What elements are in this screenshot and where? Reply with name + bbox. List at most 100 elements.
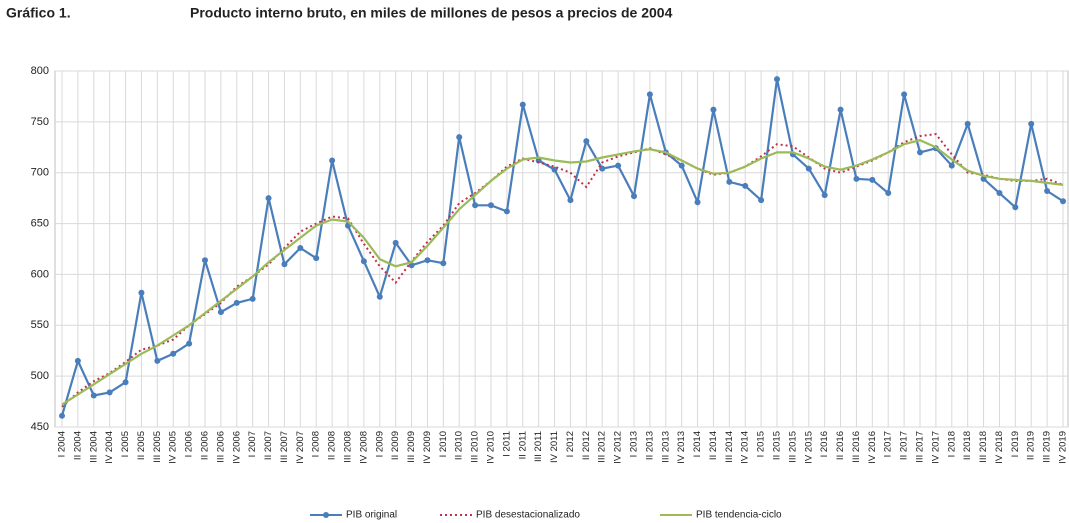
data-point [313, 255, 320, 262]
x-tick-label: IV 2011 [549, 431, 560, 463]
x-tick-label: III 2008 [343, 431, 354, 463]
y-tick-label: 700 [31, 167, 49, 179]
data-point [488, 202, 494, 209]
chart-title: Producto interno bruto, en miles de mill… [190, 5, 673, 21]
data-point [360, 258, 367, 265]
data-point [853, 175, 860, 182]
x-tick-label: I 2008 [311, 431, 322, 457]
x-tick-label: IV 2016 [867, 431, 878, 464]
data-point [837, 106, 844, 113]
data-point [615, 162, 622, 169]
x-tick-label: II 2013 [644, 431, 655, 460]
x-tick-label: II 2005 [136, 431, 147, 460]
data-point [59, 412, 65, 419]
data-point [170, 350, 177, 357]
x-tick-label: III 2018 [978, 431, 989, 463]
x-tick-label: I 2019 [1010, 431, 1021, 457]
x-tick-label: I 2007 [247, 431, 258, 457]
data-point [122, 379, 129, 386]
x-tick-label: III 2004 [88, 431, 99, 463]
series-line [61, 133, 1064, 408]
x-tick-label: III 2005 [152, 431, 163, 463]
data-point [583, 138, 590, 145]
data-point [408, 262, 415, 269]
x-tick-label: II 2009 [390, 431, 401, 460]
x-tick-label: II 2018 [962, 431, 973, 460]
x-tick-label: III 2016 [851, 431, 862, 463]
x-tick-label: IV 2013 [676, 431, 687, 464]
data-point [265, 195, 272, 202]
y-tick-label: 800 [31, 65, 49, 77]
data-point [138, 289, 145, 296]
x-tick-label: IV 2006 [231, 431, 242, 464]
data-point [869, 176, 876, 183]
data-point [1012, 204, 1019, 211]
x-tick-label: II 2006 [200, 431, 211, 460]
data-point [1060, 198, 1066, 205]
data-point [90, 392, 97, 399]
x-tick-label: III 2019 [1042, 431, 1053, 463]
x-tick-label: IV 2019 [1058, 431, 1069, 464]
data-point [805, 165, 812, 172]
data-point [74, 357, 81, 364]
x-tick-label: I 2014 [692, 431, 703, 457]
x-tick-label: III 2014 [724, 431, 735, 463]
x-tick-label: IV 2005 [168, 431, 179, 464]
x-tick-label: II 2010 [454, 431, 465, 460]
x-tick-label: II 2014 [708, 431, 719, 460]
x-tick-label: II 2008 [327, 431, 338, 460]
plot-area [54, 70, 1069, 428]
x-tick-label: IV 2010 [486, 431, 497, 464]
data-point [456, 134, 463, 141]
data-point [726, 178, 733, 185]
x-tick-label: II 2019 [1026, 431, 1037, 460]
legend-label: PIB original [346, 510, 397, 521]
data-point [440, 260, 447, 267]
y-tick-label: 550 [31, 319, 49, 331]
x-tick-label: II 2007 [263, 431, 274, 460]
x-tick-label: III 2011 [533, 431, 544, 462]
data-point [631, 193, 637, 200]
x-tick-label: IV 2017 [930, 431, 941, 464]
x-tick-label: III 2013 [660, 431, 671, 463]
x-tick-label: III 2012 [597, 431, 608, 463]
data-point [901, 91, 908, 98]
x-tick-label: I 2006 [184, 431, 195, 457]
x-tick-label: I 2004 [57, 431, 68, 457]
x-tick-label: III 2009 [406, 431, 417, 463]
y-tick-label: 500 [31, 370, 49, 382]
data-point [424, 257, 431, 264]
data-point [694, 199, 701, 206]
data-point [281, 261, 288, 268]
x-tick-label: I 2017 [883, 431, 894, 457]
data-point [710, 106, 717, 113]
x-tick-label: III 2015 [787, 431, 798, 463]
data-point [948, 162, 955, 169]
x-tick-label: III 2010 [470, 431, 481, 463]
x-tick-label: IV 2018 [994, 431, 1005, 464]
x-tick-label: II 2017 [899, 431, 910, 460]
y-tick-label: 450 [31, 421, 49, 433]
x-tick-label: IV 2007 [295, 431, 306, 464]
data-point [646, 91, 653, 98]
x-tick-label: II 2004 [72, 431, 83, 460]
x-tick-label: I 2013 [629, 431, 640, 457]
y-tick-label: 600 [31, 268, 49, 280]
x-tick-label: I 2005 [120, 431, 131, 457]
y-tick-label: 650 [31, 217, 49, 229]
x-tick-label: IV 2004 [104, 431, 115, 464]
data-point [233, 299, 240, 306]
data-point [774, 76, 780, 83]
data-point [392, 239, 399, 246]
x-tick-label: I 2010 [438, 431, 449, 457]
data-point [996, 190, 1003, 197]
x-tick-label: I 2012 [565, 431, 576, 457]
data-point [503, 208, 510, 215]
series-line [60, 78, 1064, 417]
data-point [885, 190, 892, 197]
y-tick-label: 750 [31, 116, 49, 128]
data-point [758, 197, 765, 204]
x-tick-label: I 2016 [819, 431, 830, 457]
data-point [980, 175, 987, 182]
